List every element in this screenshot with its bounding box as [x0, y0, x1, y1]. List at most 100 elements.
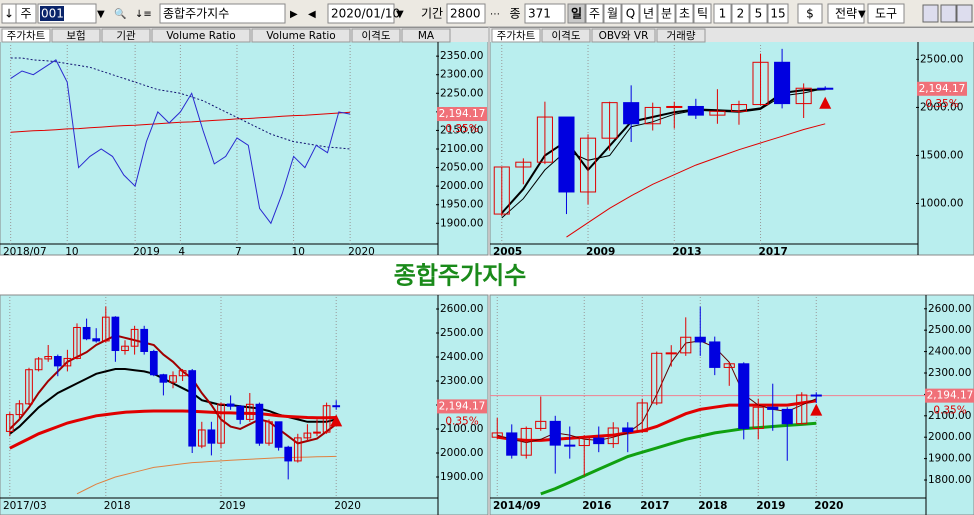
tool-button[interactable]: [827, 3, 865, 24]
tab-label[interactable]: OBV와 VR: [599, 30, 649, 42]
tab[interactable]: [151, 28, 251, 43]
tab[interactable]: [401, 28, 451, 43]
toolbar-icon[interactable]: ▼: [396, 9, 404, 20]
candle-body: [709, 110, 726, 116]
candle-body: [217, 403, 225, 444]
toolbar-icon[interactable]: ◀: [308, 9, 316, 20]
tab[interactable]: [101, 28, 151, 43]
candle-body: [255, 403, 264, 444]
x-tick-label: 10: [292, 246, 305, 258]
tab-label[interactable]: 기관: [116, 30, 136, 42]
tab-label[interactable]: MA: [418, 30, 435, 42]
tab[interactable]: [351, 28, 401, 43]
price-arrow: [330, 414, 343, 427]
tab-label[interactable]: Volume Ratio: [166, 30, 235, 42]
y-tick-label: 2350.00: [440, 50, 483, 62]
tool-button[interactable]: [585, 3, 604, 24]
y-tick-label: 1800.00: [928, 474, 971, 486]
y-tick-label: 2400.00: [440, 351, 483, 363]
toolbar-icon[interactable]: ▼: [97, 9, 105, 20]
candle-body: [101, 316, 110, 342]
y-tick-label: 2000.00: [928, 431, 971, 443]
input-box[interactable]: [524, 3, 566, 24]
tool-button[interactable]: [731, 3, 750, 24]
tool-button[interactable]: [797, 3, 823, 24]
tool-button[interactable]: [867, 3, 905, 24]
toolbar-icon[interactable]: ⋯: [490, 9, 500, 20]
input-box[interactable]: [327, 3, 395, 24]
candle-body: [15, 403, 24, 416]
candle-body: [687, 105, 704, 116]
tool-button[interactable]: [621, 3, 640, 24]
candle-body: [130, 328, 139, 347]
candle-body: [236, 405, 245, 420]
chart-panel: 2600.002500.002400.002300.002200.002100.…: [0, 294, 489, 515]
x-tick-label: 2014/09: [493, 500, 541, 512]
tab[interactable]: [656, 28, 706, 43]
y-tick-label: 2400.00: [928, 346, 971, 358]
tab-label[interactable]: 주가차트: [497, 30, 536, 42]
tab-label[interactable]: Volume Ratio: [266, 30, 335, 42]
price-label: 2,194.17: [439, 108, 486, 120]
tool-button[interactable]: [603, 3, 622, 24]
toolbar: ↓ 주 001 종합주가지수 2020/01/10 기간 2800 종 371 일 주 월 Q 년 분 초 틱 1…: [1, 3, 973, 24]
tab[interactable]: [251, 28, 351, 43]
tab[interactable]: [51, 28, 101, 43]
tool-icon[interactable]: [956, 4, 973, 23]
candle-body: [491, 432, 503, 438]
toolbar-text: 종: [509, 7, 520, 21]
candle-body: [178, 370, 187, 377]
input-box[interactable]: [159, 3, 286, 24]
x-tick-label: 2017: [759, 246, 788, 258]
toolbar-icon[interactable]: ↓≡: [135, 9, 152, 20]
tab[interactable]: [491, 28, 541, 43]
candle-body: [159, 374, 168, 383]
candle-body: [781, 408, 793, 425]
x-tick-label: 2018: [104, 500, 131, 512]
tool-button[interactable]: [567, 3, 586, 24]
candle-body: [197, 429, 206, 447]
tool-button[interactable]: [675, 3, 694, 24]
y-tick-label: 1900.00: [440, 471, 483, 483]
tool-button[interactable]: [767, 3, 789, 24]
tool-button[interactable]: [713, 3, 732, 24]
input-box[interactable]: [446, 3, 486, 24]
toolbar-icon[interactable]: ▶: [290, 9, 298, 20]
tool-button[interactable]: [749, 3, 768, 24]
tab-label[interactable]: 이격도: [552, 29, 581, 42]
tool-icon[interactable]: [940, 4, 957, 23]
tab-label[interactable]: 보험: [66, 30, 85, 42]
tab[interactable]: [1, 28, 51, 43]
toolbar-text: 주: [589, 7, 600, 21]
candle-body: [738, 363, 750, 429]
toolbar-text: Q: [626, 7, 635, 21]
chart-panel: 주가차트 이격도 OBV와 VR 거래량 2500.00 2000.00 1500.00 10…: [489, 27, 974, 258]
tab-label[interactable]: 이격도: [362, 29, 391, 42]
candle-body: [558, 116, 575, 193]
tab[interactable]: [541, 28, 591, 43]
y-tick-label: 2300.00: [928, 367, 971, 379]
price-box: [437, 399, 487, 414]
tool-button[interactable]: [693, 3, 712, 24]
tool-button[interactable]: [657, 3, 676, 24]
tab-label[interactable]: 주가차트: [7, 30, 46, 42]
tool-button[interactable]: [15, 3, 37, 24]
candle-body: [752, 406, 764, 429]
candle-body: [644, 106, 661, 125]
candle-body: [549, 420, 561, 446]
change-label: 0.35%: [933, 405, 966, 417]
candle-body: [245, 403, 254, 420]
x-tick-label: 2009: [586, 246, 615, 258]
toolbar-text: 2020/01/10: [331, 7, 400, 21]
x-tick-label: 2020: [814, 500, 843, 512]
tool-button[interactable]: [639, 3, 658, 24]
candle-body: [493, 166, 510, 215]
tab-label[interactable]: 거래량: [667, 30, 696, 42]
x-tick-label: 2019: [219, 500, 246, 512]
y-tick-label: 1900.00: [440, 217, 483, 229]
toolbar-icon[interactable]: 🔍: [114, 7, 126, 20]
toolbar-icon[interactable]: ▼: [858, 9, 866, 20]
tab[interactable]: [591, 28, 656, 43]
tool-icon[interactable]: [922, 4, 939, 23]
